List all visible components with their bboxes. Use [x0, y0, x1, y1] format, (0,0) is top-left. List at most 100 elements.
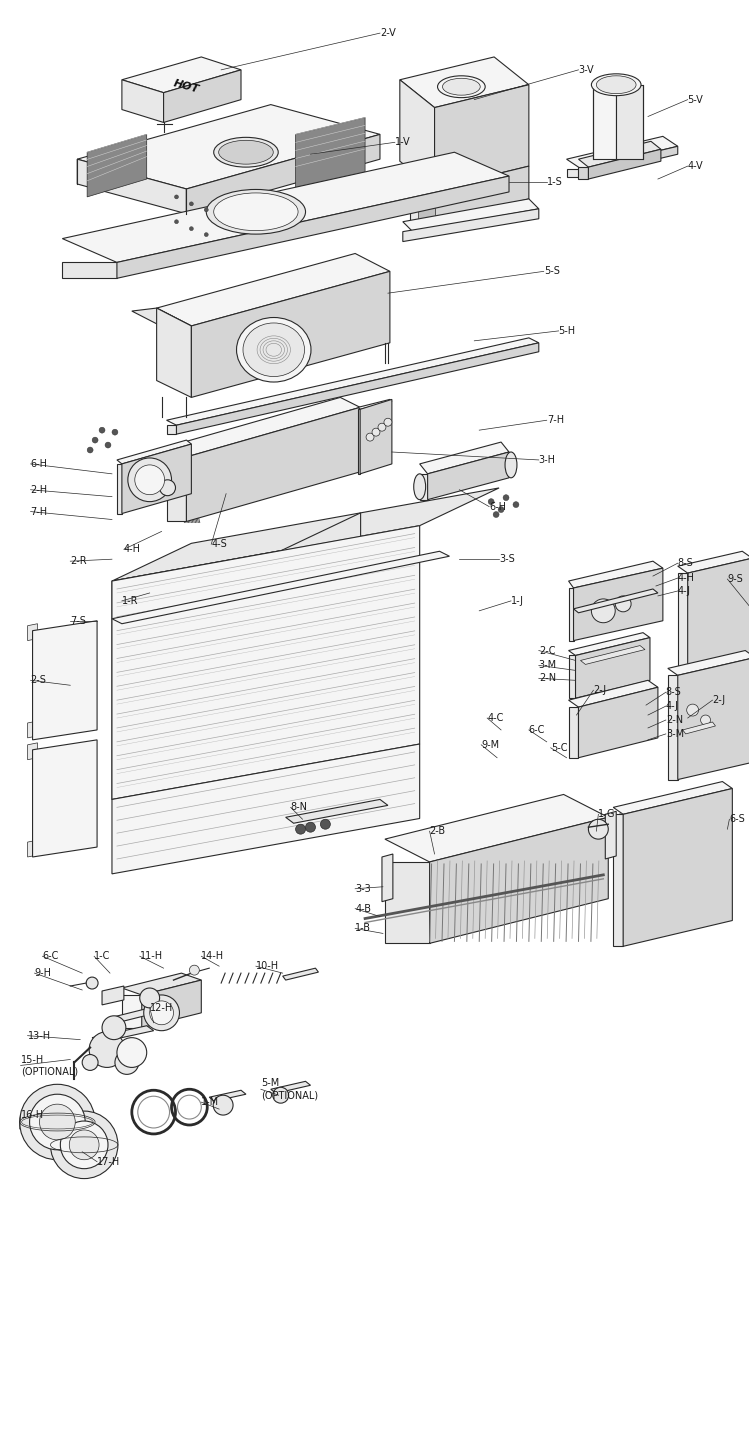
Circle shape: [135, 464, 165, 495]
Text: 3-H: 3-H: [538, 454, 556, 464]
Circle shape: [174, 219, 178, 224]
Circle shape: [82, 1054, 98, 1070]
Circle shape: [117, 1038, 147, 1067]
Circle shape: [591, 598, 615, 623]
Polygon shape: [569, 633, 650, 656]
Polygon shape: [186, 407, 360, 522]
Text: 11-H: 11-H: [140, 952, 163, 962]
Polygon shape: [417, 193, 435, 219]
Polygon shape: [578, 141, 661, 167]
Text: 4-H: 4-H: [124, 544, 141, 554]
Text: 4-J: 4-J: [678, 585, 691, 596]
Text: 2-S: 2-S: [31, 675, 47, 685]
Text: 1-G: 1-G: [599, 809, 616, 819]
Text: 3-3: 3-3: [355, 884, 371, 894]
Polygon shape: [581, 646, 645, 665]
Polygon shape: [122, 56, 241, 92]
Text: 5-V: 5-V: [687, 95, 703, 105]
Polygon shape: [400, 79, 435, 189]
Polygon shape: [177, 343, 538, 434]
Polygon shape: [156, 254, 390, 326]
Text: 2-C: 2-C: [538, 646, 555, 656]
Circle shape: [384, 418, 392, 427]
Polygon shape: [281, 526, 420, 769]
Circle shape: [99, 427, 105, 433]
Text: 2-R: 2-R: [70, 557, 87, 567]
Circle shape: [214, 1096, 233, 1115]
Text: 12-H: 12-H: [150, 1002, 173, 1012]
Circle shape: [50, 1112, 118, 1178]
Polygon shape: [613, 782, 732, 815]
Polygon shape: [574, 568, 663, 640]
Circle shape: [20, 1084, 95, 1159]
Polygon shape: [668, 650, 752, 675]
Circle shape: [89, 1031, 125, 1067]
Polygon shape: [569, 681, 658, 707]
Polygon shape: [400, 56, 529, 108]
Polygon shape: [191, 271, 390, 398]
Polygon shape: [122, 79, 164, 123]
Polygon shape: [358, 410, 360, 474]
Polygon shape: [62, 153, 509, 262]
Polygon shape: [435, 166, 529, 222]
Circle shape: [498, 506, 504, 512]
Ellipse shape: [206, 189, 305, 234]
Circle shape: [140, 988, 159, 1008]
Ellipse shape: [219, 140, 273, 164]
Polygon shape: [296, 117, 365, 196]
Polygon shape: [110, 1008, 156, 1022]
Polygon shape: [613, 815, 623, 946]
Polygon shape: [28, 841, 38, 857]
Polygon shape: [566, 137, 678, 169]
Text: 2-N: 2-N: [538, 673, 556, 684]
Circle shape: [144, 995, 180, 1031]
Polygon shape: [112, 551, 281, 799]
Polygon shape: [77, 105, 380, 189]
Text: 5-M
(OPTIONAL): 5-M (OPTIONAL): [261, 1079, 318, 1100]
Ellipse shape: [237, 317, 311, 382]
Text: 13-H: 13-H: [28, 1031, 50, 1041]
Polygon shape: [687, 558, 752, 681]
Text: 9-S: 9-S: [727, 574, 743, 584]
Text: 3-M: 3-M: [538, 660, 557, 671]
Circle shape: [29, 1094, 85, 1149]
Text: 5-S: 5-S: [544, 267, 559, 277]
Polygon shape: [569, 707, 578, 757]
Polygon shape: [428, 451, 509, 499]
Text: 1-M: 1-M: [202, 1097, 220, 1107]
Ellipse shape: [214, 137, 278, 167]
Circle shape: [205, 208, 208, 212]
Text: 4-C: 4-C: [487, 712, 504, 722]
Text: 6-S: 6-S: [729, 815, 745, 825]
Polygon shape: [141, 981, 202, 1028]
Circle shape: [687, 704, 699, 717]
Polygon shape: [403, 199, 538, 232]
Polygon shape: [77, 159, 186, 213]
Ellipse shape: [591, 74, 641, 95]
Circle shape: [588, 819, 608, 839]
Polygon shape: [575, 637, 650, 698]
Circle shape: [102, 1015, 126, 1040]
Text: 16-H: 16-H: [20, 1110, 44, 1120]
Text: 1-V: 1-V: [395, 137, 411, 147]
Polygon shape: [28, 624, 38, 640]
Circle shape: [40, 1105, 75, 1139]
Polygon shape: [569, 561, 663, 588]
Polygon shape: [578, 167, 588, 179]
Polygon shape: [581, 146, 678, 177]
Text: 7-S: 7-S: [70, 616, 86, 626]
Polygon shape: [117, 176, 509, 278]
Polygon shape: [87, 134, 147, 198]
Text: 1-R: 1-R: [122, 596, 138, 606]
Ellipse shape: [414, 474, 426, 499]
Polygon shape: [623, 789, 732, 946]
Polygon shape: [281, 513, 361, 769]
Text: 5-C: 5-C: [550, 743, 567, 753]
Text: 6-C: 6-C: [529, 725, 545, 735]
Polygon shape: [683, 722, 715, 734]
Polygon shape: [360, 399, 392, 474]
Circle shape: [92, 437, 98, 443]
Circle shape: [488, 499, 494, 505]
Polygon shape: [593, 85, 616, 159]
Text: 10-H: 10-H: [256, 962, 279, 970]
